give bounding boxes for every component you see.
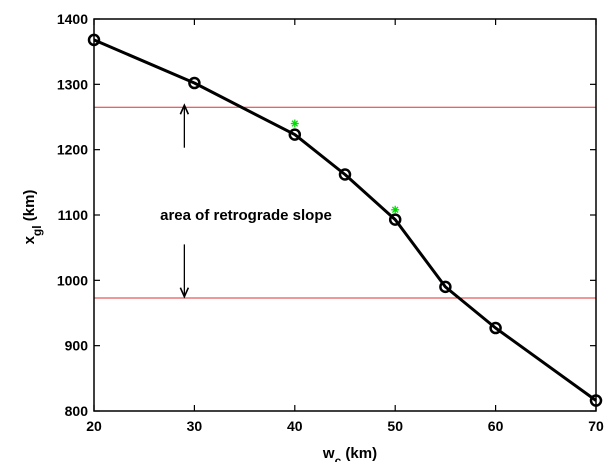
y-tick-label: 1100 — [58, 207, 89, 223]
x-tick-label: 70 — [588, 418, 604, 434]
x-axis-label-sub: c — [335, 454, 342, 462]
x-tick-label: 50 — [387, 418, 403, 434]
y-axis-label: xgl (km) — [21, 190, 44, 245]
y-tick-label: 1300 — [57, 76, 88, 92]
y-tick-label: 900 — [65, 338, 89, 354]
y-tick-label: 1400 — [57, 11, 88, 27]
data-point — [338, 168, 352, 181]
x-tick-label: 60 — [488, 418, 504, 434]
y-tick-label: 1000 — [57, 272, 88, 288]
arrow-up-head — [179, 103, 190, 115]
data-point — [288, 128, 302, 141]
y-axis-label-unit: (km) — [21, 190, 38, 226]
highlight-marker — [391, 205, 400, 214]
y-tick-label: 1200 — [57, 142, 88, 158]
axes: 20 30 40 50 60 70 800 900 1000 1100 1200 1300 1400 — [57, 11, 604, 434]
y-axis-label-sub: gl — [30, 225, 44, 236]
y-tick-label: 800 — [65, 403, 89, 419]
data-point — [188, 76, 201, 90]
x-axis-label-unit: (km) — [341, 445, 377, 462]
arrow-down-head — [179, 287, 190, 299]
x-tick-label: 40 — [287, 418, 303, 434]
series-line — [93, 38, 597, 402]
x-tick-label: 30 — [187, 418, 203, 434]
axis-labels: wc (km) xgl (km) — [21, 190, 377, 462]
y-axis-label-main: x — [21, 235, 38, 244]
plot-background — [94, 19, 596, 411]
data-point — [388, 213, 402, 226]
data-point — [439, 280, 452, 294]
data-point — [489, 321, 502, 335]
annotation-text: area of retrograde slope — [160, 207, 332, 224]
highlight-marker — [290, 119, 299, 128]
x-tick-label: 20 — [86, 418, 102, 434]
x-axis-label-main: w — [322, 445, 335, 462]
plot-area — [87, 19, 603, 411]
annotation: area of retrograde slope — [160, 103, 332, 299]
x-axis-label: wc (km) — [322, 445, 377, 462]
